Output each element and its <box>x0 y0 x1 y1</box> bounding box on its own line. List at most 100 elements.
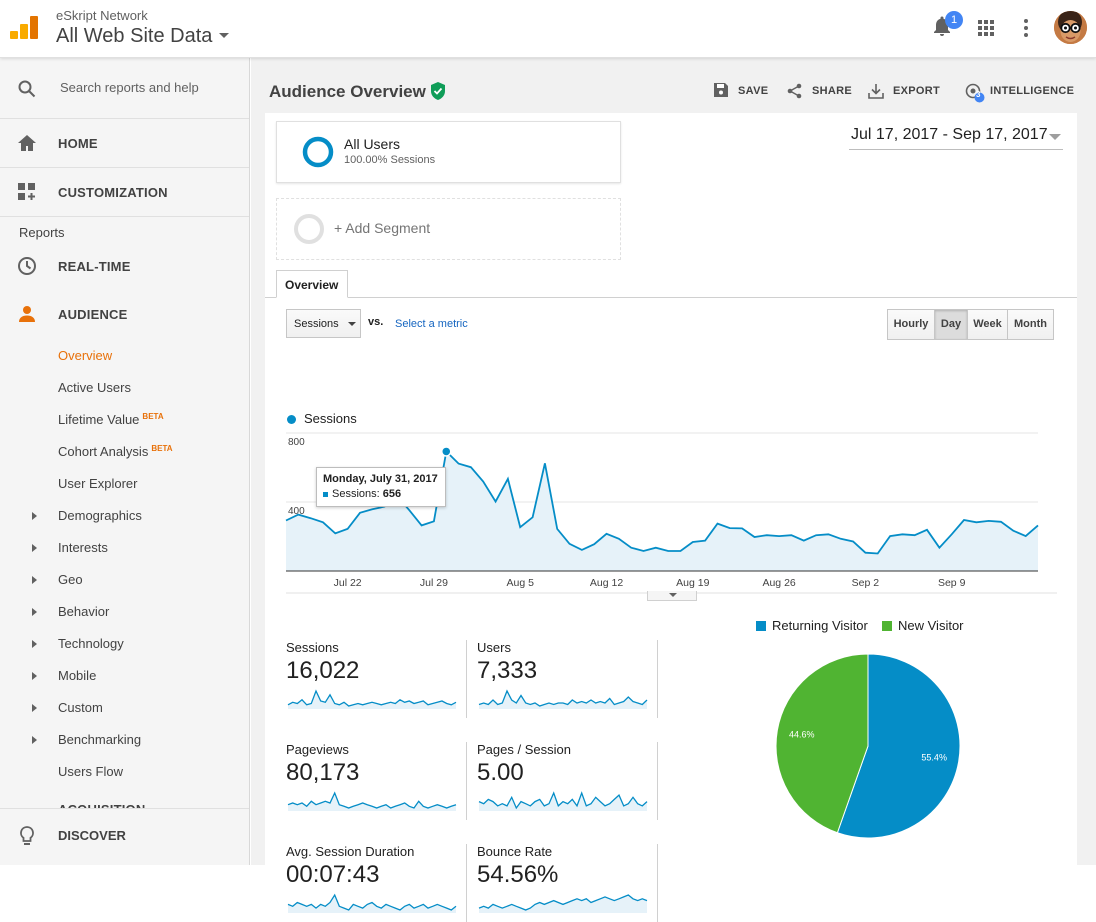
x-tick-label: Jul 22 <box>334 577 362 589</box>
kpi-users[interactable]: Users 7,333 <box>477 640 667 718</box>
sidebar-item-audience[interactable]: AUDIENCE <box>0 290 249 338</box>
sidebar-item-demographics[interactable]: Demographics <box>58 508 142 523</box>
user-avatar[interactable] <box>1054 11 1087 44</box>
sparkline-fill <box>288 895 456 913</box>
sparkline-line <box>287 689 457 707</box>
highlighted-data-point[interactable] <box>441 446 452 457</box>
sessions-series-line <box>285 449 1039 555</box>
save-button[interactable]: SAVE <box>714 83 774 101</box>
sidebar-item-realtime[interactable]: REAL-TIME <box>0 242 249 290</box>
segment-name: All Users <box>344 136 401 152</box>
expand-triangle-icon[interactable] <box>32 640 37 648</box>
report-header: Audience Overview SAVE SHARE EXPORT <box>251 58 1096 118</box>
kpi-bounce-rate[interactable]: Bounce Rate 54.56% <box>477 844 667 922</box>
sidebar-item-active-users[interactable]: Active Users <box>58 380 131 395</box>
granularity-week-button[interactable]: Week <box>968 310 1008 339</box>
kpi-label: Users <box>477 640 511 655</box>
kpi-pageviews[interactable]: Pageviews 80,173 <box>286 742 476 820</box>
kpi-sparkline <box>478 689 648 709</box>
expand-triangle-icon[interactable] <box>32 672 37 680</box>
kpi-pages-session[interactable]: Pages / Session 5.00 <box>477 742 667 820</box>
select-metric-link[interactable]: Select a metric <box>395 318 468 330</box>
sidebar-item-user-explorer[interactable]: User Explorer <box>58 476 137 491</box>
kpi-separator <box>466 844 467 922</box>
intelligence-label: INTELLIGENCE <box>990 85 1075 97</box>
sparkline-line <box>478 791 648 810</box>
sidebar-item-customization[interactable]: CUSTOMIZATION <box>0 168 249 216</box>
kpi-sessions[interactable]: Sessions 16,022 <box>286 640 476 718</box>
date-range-picker[interactable]: Jul 17, 2017 - Sep 17, 2017 <box>849 126 1063 150</box>
legend-label-new: New Visitor <box>898 618 964 633</box>
account-name[interactable]: eSkript Network <box>56 8 148 23</box>
pie-slice-label: 55.4% <box>921 752 947 762</box>
sidebar-item-technology[interactable]: Technology <box>58 636 124 651</box>
apps-grid-icon[interactable] <box>972 14 1000 42</box>
x-tick-label: Sep 2 <box>852 577 880 589</box>
expand-triangle-icon[interactable] <box>32 608 37 616</box>
pie-slice-new-visitor[interactable] <box>775 653 869 834</box>
y-tick-label: 800 <box>288 437 305 448</box>
sidebar-item-benchmarking[interactable]: Benchmarking <box>58 732 141 747</box>
sidebar-item-label: CUSTOMIZATION <box>58 185 168 200</box>
search-input[interactable] <box>60 80 240 95</box>
visitor-type-pie-chart[interactable]: 55.4% 44.6% <box>765 643 971 849</box>
intelligence-badge: 3 <box>976 90 981 99</box>
sidebar-subitem-label: Users Flow <box>58 764 124 779</box>
sidebar-item-users-flow[interactable]: Users Flow <box>58 764 123 779</box>
kpi-label: Sessions <box>286 640 339 655</box>
person-icon <box>19 306 35 322</box>
intelligence-button[interactable]: 3 INTELLIGENCE <box>965 83 1074 103</box>
x-tick-label: Sep 9 <box>938 577 966 589</box>
sparkline-fill <box>479 691 647 709</box>
sidebar-item-mobile[interactable]: Mobile <box>58 668 96 683</box>
sidebar-item-label: AUDIENCE <box>58 307 128 322</box>
more-vertical-icon[interactable] <box>1012 14 1040 42</box>
sidebar-subitem-label: Demographics <box>58 508 142 523</box>
sidebar-item-custom[interactable]: Custom <box>58 700 103 715</box>
kpi-sparkline <box>478 894 648 913</box>
export-button[interactable]: EXPORT <box>868 83 940 101</box>
granularity-day-button[interactable]: Day <box>935 310 968 339</box>
sidebar-item-cohort-analysis[interactable]: Cohort Analysis BETA <box>58 444 173 459</box>
expand-triangle-icon[interactable] <box>32 736 37 744</box>
view-selector-caret-icon[interactable] <box>219 33 229 38</box>
sidebar-item-home[interactable]: HOME <box>0 119 249 167</box>
sidebar-item-discover[interactable]: DISCOVER <box>0 808 249 865</box>
sidebar-item-interests[interactable]: Interests <box>58 540 108 555</box>
verified-shield-icon <box>431 82 445 100</box>
add-segment-button[interactable]: + Add Segment <box>276 198 621 260</box>
sidebar-subitem-label: Active Users <box>58 380 131 395</box>
notification-count-badge: 1 <box>945 11 963 29</box>
kpi-label: Avg. Session Duration <box>286 844 415 859</box>
expand-triangle-icon[interactable] <box>32 544 37 552</box>
clock-icon <box>18 257 36 275</box>
kpi-sparkline <box>287 791 457 811</box>
segment-card-all-users[interactable]: All Users 100.00% Sessions <box>276 121 621 183</box>
sidebar-item-lifetime-value[interactable]: Lifetime Value BETA <box>58 412 164 427</box>
expand-triangle-icon[interactable] <box>32 704 37 712</box>
metric-dropdown[interactable]: Sessions <box>286 309 361 338</box>
save-label: SAVE <box>738 85 769 97</box>
legend-label-returning: Returning Visitor <box>772 618 868 633</box>
share-label: SHARE <box>812 85 853 97</box>
kpi-avg-session-duration[interactable]: Avg. Session Duration 00:07:43 <box>286 844 476 922</box>
kpi-label: Bounce Rate <box>477 844 553 859</box>
expand-triangle-icon[interactable] <box>32 576 37 584</box>
sidebar-item-geo[interactable]: Geo <box>58 572 83 587</box>
tooltip-value-line: Sessions: 656 <box>323 488 401 500</box>
kpi-value: 5.00 <box>477 759 524 786</box>
granularity-buttons: Hourly Day Week Month <box>887 309 1054 340</box>
sidebar-item-overview[interactable]: Overview <box>58 348 112 363</box>
granularity-hourly-button[interactable]: Hourly <box>888 310 935 339</box>
segment-ring-icon <box>302 136 334 168</box>
sidebar-item-behavior[interactable]: Behavior <box>58 604 109 619</box>
legend-sessions-label: Sessions <box>304 411 357 426</box>
share-button[interactable]: SHARE <box>787 83 853 101</box>
sidebar-subitem-label: Overview <box>58 348 113 363</box>
analytics-logo-icon[interactable] <box>10 14 38 42</box>
chart-collapse-toggle[interactable] <box>647 591 697 601</box>
granularity-month-button[interactable]: Month <box>1008 310 1053 339</box>
tab-overview[interactable]: Overview <box>276 270 348 298</box>
view-selector[interactable]: All Web Site Data <box>56 25 213 47</box>
expand-triangle-icon[interactable] <box>32 512 37 520</box>
